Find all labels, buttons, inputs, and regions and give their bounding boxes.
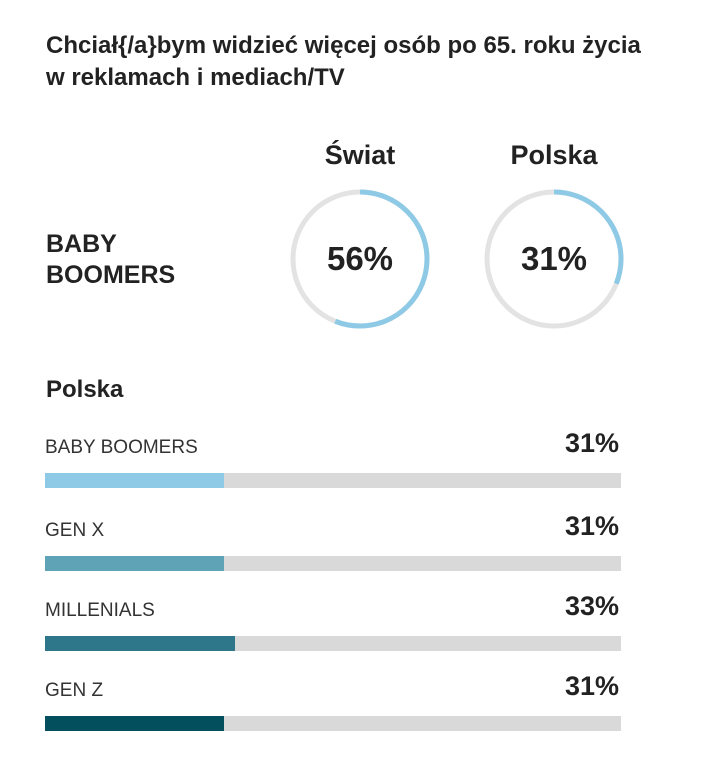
bar-label: BABY BOOMERS [45, 437, 198, 458]
bar-fill [45, 716, 224, 731]
section-title: Polska [46, 376, 124, 403]
bar-value-label: 31% [564, 671, 619, 701]
donut-value-world: 56% [326, 240, 394, 277]
bar-value-label: 33% [564, 591, 619, 621]
donut-arc-world [290, 189, 430, 329]
bar-label: GEN Z [45, 680, 104, 701]
bar-label: MILLENIALS [45, 600, 155, 621]
donut-svg [290, 189, 624, 329]
bar-value-label: 31% [564, 428, 619, 458]
bar-track [45, 556, 621, 571]
donut-header-poland: Polska [510, 140, 598, 170]
bar-value-label: 31% [564, 511, 619, 541]
bar-label: GEN X [45, 520, 105, 541]
bar-track [45, 716, 621, 731]
donut-value-poland: 31% [520, 240, 588, 277]
chart-title: Chciał{/a}bym widzieć więcej osób po 65.… [46, 32, 641, 91]
bar-track [45, 636, 621, 651]
bar-fill [45, 556, 224, 571]
bar-track [45, 473, 621, 488]
donut-header-world: Świat [324, 140, 396, 170]
bar-fill [45, 636, 236, 651]
donut-row-label: BABY BOOMERS [46, 230, 176, 289]
donut-arc-poland [484, 189, 624, 329]
bar-fill [45, 473, 224, 488]
